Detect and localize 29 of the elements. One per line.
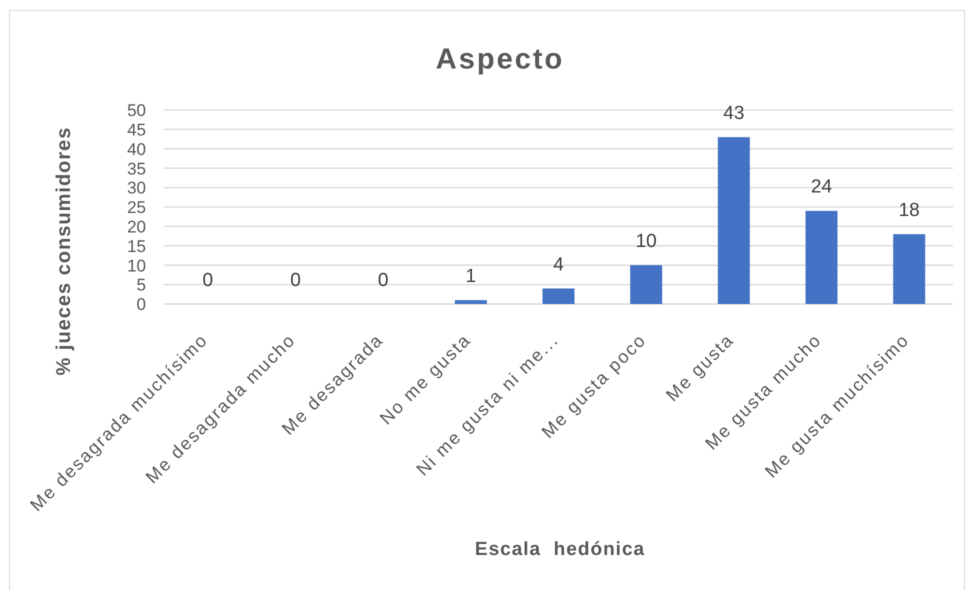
bar bbox=[630, 265, 662, 304]
bar bbox=[893, 234, 926, 304]
chart-title: Aspecto bbox=[436, 43, 564, 76]
y-tick-label: 40 bbox=[127, 140, 146, 159]
data-label: 18 bbox=[898, 200, 920, 221]
y-tick-label: 0 bbox=[136, 295, 146, 314]
data-label: 43 bbox=[723, 103, 744, 124]
data-label: 0 bbox=[378, 270, 388, 291]
y-tick-label: 20 bbox=[127, 218, 146, 237]
y-tick-label: 45 bbox=[127, 120, 146, 140]
y-tick-label: 10 bbox=[127, 256, 146, 276]
bar bbox=[806, 210, 838, 304]
y-tick-label: 50 bbox=[127, 101, 146, 120]
data-label: 0 bbox=[290, 270, 301, 291]
y-tick-label: 35 bbox=[127, 159, 146, 178]
data-label: 10 bbox=[636, 231, 657, 252]
data-label: 4 bbox=[553, 254, 564, 276]
y-tick-label: 15 bbox=[127, 236, 146, 256]
bar bbox=[542, 288, 574, 304]
y-tick-label: 25 bbox=[127, 198, 146, 218]
bar bbox=[454, 300, 487, 304]
data-label: 24 bbox=[810, 176, 832, 198]
data-label: 1 bbox=[466, 266, 476, 287]
y-tick-label: 5 bbox=[136, 276, 146, 295]
x-axis-title: Escala hedónica bbox=[474, 538, 646, 560]
y-tick-label: 30 bbox=[127, 178, 146, 198]
bar bbox=[718, 137, 750, 304]
y-axis-title: % jueces consumidores bbox=[53, 126, 76, 376]
data-label: 0 bbox=[202, 270, 214, 291]
